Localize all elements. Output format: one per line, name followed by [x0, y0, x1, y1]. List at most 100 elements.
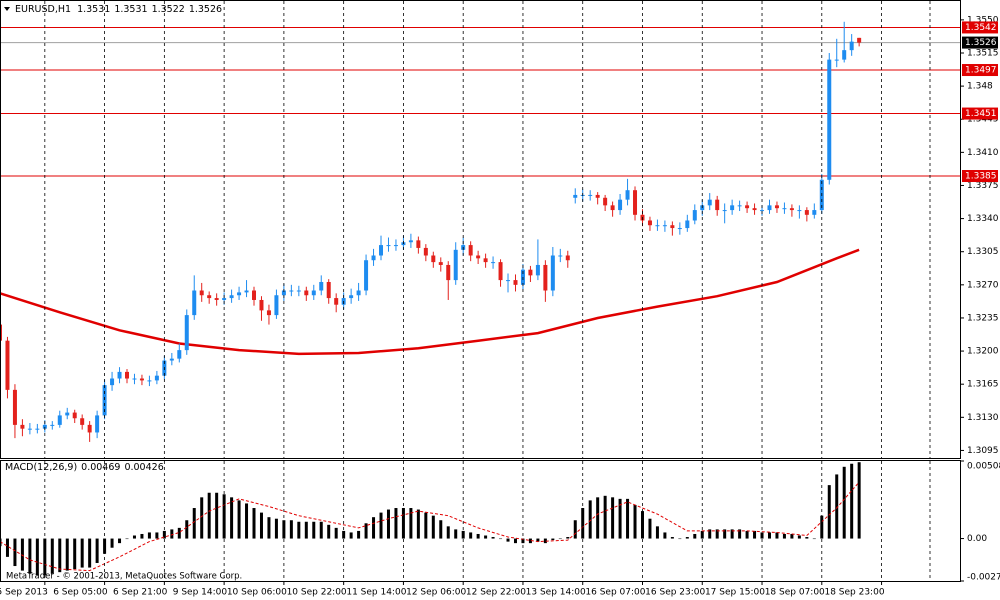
candle-body: [154, 375, 159, 381]
candle-body: [132, 378, 137, 380]
candle-body: [438, 262, 443, 265]
candle-body: [326, 281, 331, 299]
candle-body: [610, 205, 615, 211]
y-tick-label: 1.348: [967, 82, 993, 92]
macd-bar: [274, 518, 278, 539]
macd-bar: [543, 538, 547, 544]
macd-bar: [573, 520, 577, 539]
candle-body: [498, 262, 503, 281]
macd-bar: [812, 538, 816, 540]
macd-header: MACD(12,26,9) 0.00469 0.00426: [5, 462, 164, 473]
candle-body: [745, 205, 750, 209]
macd-bar: [50, 538, 54, 574]
macd-bar: [312, 521, 316, 539]
level-label: 1.3385: [965, 172, 997, 182]
level-label: 1.3451: [965, 109, 997, 119]
candle-body: [57, 415, 62, 425]
candle-body: [476, 255, 481, 259]
level-label-box: [962, 170, 998, 183]
macd-bar: [416, 509, 420, 539]
macd-bar: [88, 538, 92, 568]
candle-body: [304, 290, 309, 296]
macd-bar: [708, 529, 712, 539]
x-tick-label: 9 Sep 14:00: [173, 588, 228, 598]
y-tick-label: 1.3200: [967, 347, 999, 357]
candle-body: [722, 210, 727, 212]
y-tick-label: 1.3130: [967, 413, 999, 423]
candle-body: [603, 197, 608, 206]
candle-body: [266, 310, 271, 316]
macd-bar: [118, 538, 122, 544]
candle-body: [110, 378, 115, 386]
macd-bar: [551, 538, 555, 541]
candle-body: [752, 208, 757, 211]
candle-body: [27, 428, 32, 430]
macd-bar: [65, 538, 69, 571]
macd-bar: [558, 538, 562, 540]
candle-body: [408, 240, 413, 243]
macd-bar: [110, 538, 114, 548]
macd-readout: 0.00426: [124, 462, 163, 473]
macd-bar: [753, 530, 757, 539]
macd-bar: [80, 538, 84, 568]
x-tick-label: 13 Sep 14:00: [526, 588, 586, 598]
macd-bar: [394, 508, 398, 539]
candle-body: [453, 249, 458, 281]
macd-bar: [424, 512, 428, 539]
macd-bar: [364, 523, 368, 539]
candle-body: [169, 358, 174, 361]
candle-body: [42, 424, 47, 429]
candle-body: [618, 199, 623, 211]
macd-readout: 0.00469: [81, 462, 120, 473]
macd-bar: [588, 500, 592, 539]
watermark: MetaTrader - © 2001-2013, MetaQuotes Sof…: [6, 572, 242, 582]
macd-bar: [386, 509, 390, 539]
candle-body: [730, 205, 735, 211]
candle-body: [12, 389, 17, 425]
macd-bar: [439, 520, 443, 539]
candle-body: [528, 269, 533, 276]
candle-body: [147, 380, 152, 382]
candle-body: [184, 315, 189, 351]
macd-bar: [797, 535, 801, 539]
y-tick-label: 1.3095: [967, 446, 999, 456]
candle-body: [535, 264, 540, 276]
candle-body: [371, 255, 376, 261]
candle-body: [774, 205, 779, 209]
candle-body: [857, 37, 862, 43]
header-arrow: [4, 7, 10, 11]
candle-body: [177, 350, 182, 359]
macd-bar: [58, 538, 62, 573]
macd-bar: [73, 538, 77, 570]
macd-bar: [357, 530, 361, 539]
macd-bar: [125, 538, 129, 540]
macd-bar: [827, 485, 831, 539]
candle-body: [789, 208, 794, 211]
candle-body: [543, 264, 548, 291]
macd-bar: [603, 495, 607, 539]
macd-bar: [28, 538, 32, 574]
macd-bar: [185, 520, 189, 539]
macd-bar: [611, 497, 615, 539]
macd-bar: [200, 497, 204, 539]
candle-body: [311, 290, 316, 296]
macd-bar: [685, 537, 689, 539]
candle-body: [5, 340, 10, 390]
macd-bar: [693, 533, 697, 539]
level-label: 1.3497: [965, 66, 997, 76]
candle-body: [760, 210, 765, 212]
x-tick-label: 18 Sep 07:00: [765, 588, 825, 598]
macd-bar: [140, 533, 144, 539]
macd-bar: [790, 533, 794, 539]
macd-bar: [334, 527, 338, 539]
header-high: 1.3531: [114, 4, 147, 15]
x-tick-label: 16 Sep 23:00: [645, 588, 705, 598]
header-low: 1.3522: [152, 4, 185, 15]
macd-bar: [252, 508, 256, 539]
moving-average: [0, 248, 860, 356]
macd-bar: [723, 529, 727, 539]
x-tick-label: 12 Sep 22:00: [466, 588, 526, 598]
x-tick-label: 18 Sep 23:00: [824, 588, 884, 598]
macd-bar: [215, 492, 219, 539]
